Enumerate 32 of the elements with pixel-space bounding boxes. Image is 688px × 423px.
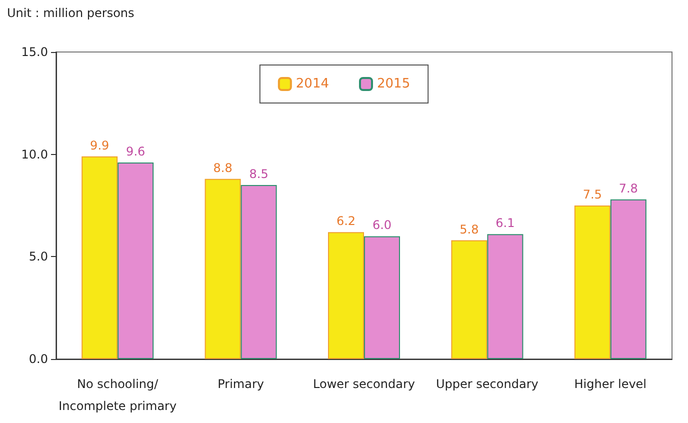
y-tick-label: 0.0 [28, 352, 48, 366]
legend-label: 2014 [296, 76, 330, 92]
bar [204, 178, 241, 359]
data-label: 9.6 [126, 144, 146, 159]
data-label: 7.5 [582, 188, 602, 202]
y-tick-label: 5.0 [28, 250, 48, 264]
y-tick-label: 15.0 [21, 45, 48, 59]
bar [487, 234, 524, 359]
data-label: 6.1 [496, 216, 515, 230]
data-label: 5.8 [460, 222, 479, 236]
x-tick-label: Lower secondary [313, 377, 415, 391]
bar [82, 156, 118, 359]
chart-subtitle: Unit : million persons [7, 6, 134, 20]
bar [118, 162, 154, 359]
x-tick-label: Higher level [574, 377, 647, 391]
data-label: 6.2 [336, 214, 356, 228]
x-tick-label: Primary [218, 377, 264, 391]
bar [574, 206, 610, 359]
x-tick-label: No schooling/ Incomplete primary [58, 377, 177, 413]
bar [240, 185, 277, 359]
bar [451, 240, 488, 359]
legend-label: 2015 [377, 76, 410, 92]
data-label: 9.9 [90, 138, 110, 152]
y-tick-label: 10.0 [21, 147, 48, 162]
bar [328, 232, 364, 359]
bar [610, 199, 646, 359]
data-label: 8.5 [249, 167, 268, 182]
data-label: 7.8 [618, 181, 638, 196]
bar [364, 236, 400, 359]
data-label: 6.0 [372, 218, 392, 232]
data-label: 8.8 [213, 160, 232, 175]
x-tick-label: Upper secondary [436, 377, 538, 391]
